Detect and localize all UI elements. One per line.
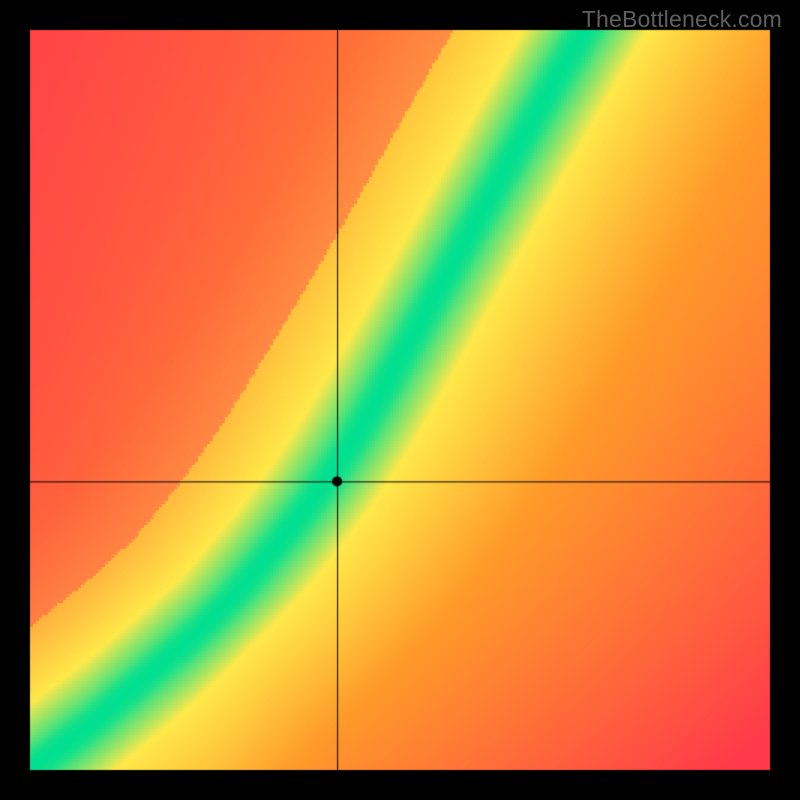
heatmap-canvas — [0, 0, 800, 800]
bottleneck-heatmap: TheBottleneck.com — [0, 0, 800, 800]
